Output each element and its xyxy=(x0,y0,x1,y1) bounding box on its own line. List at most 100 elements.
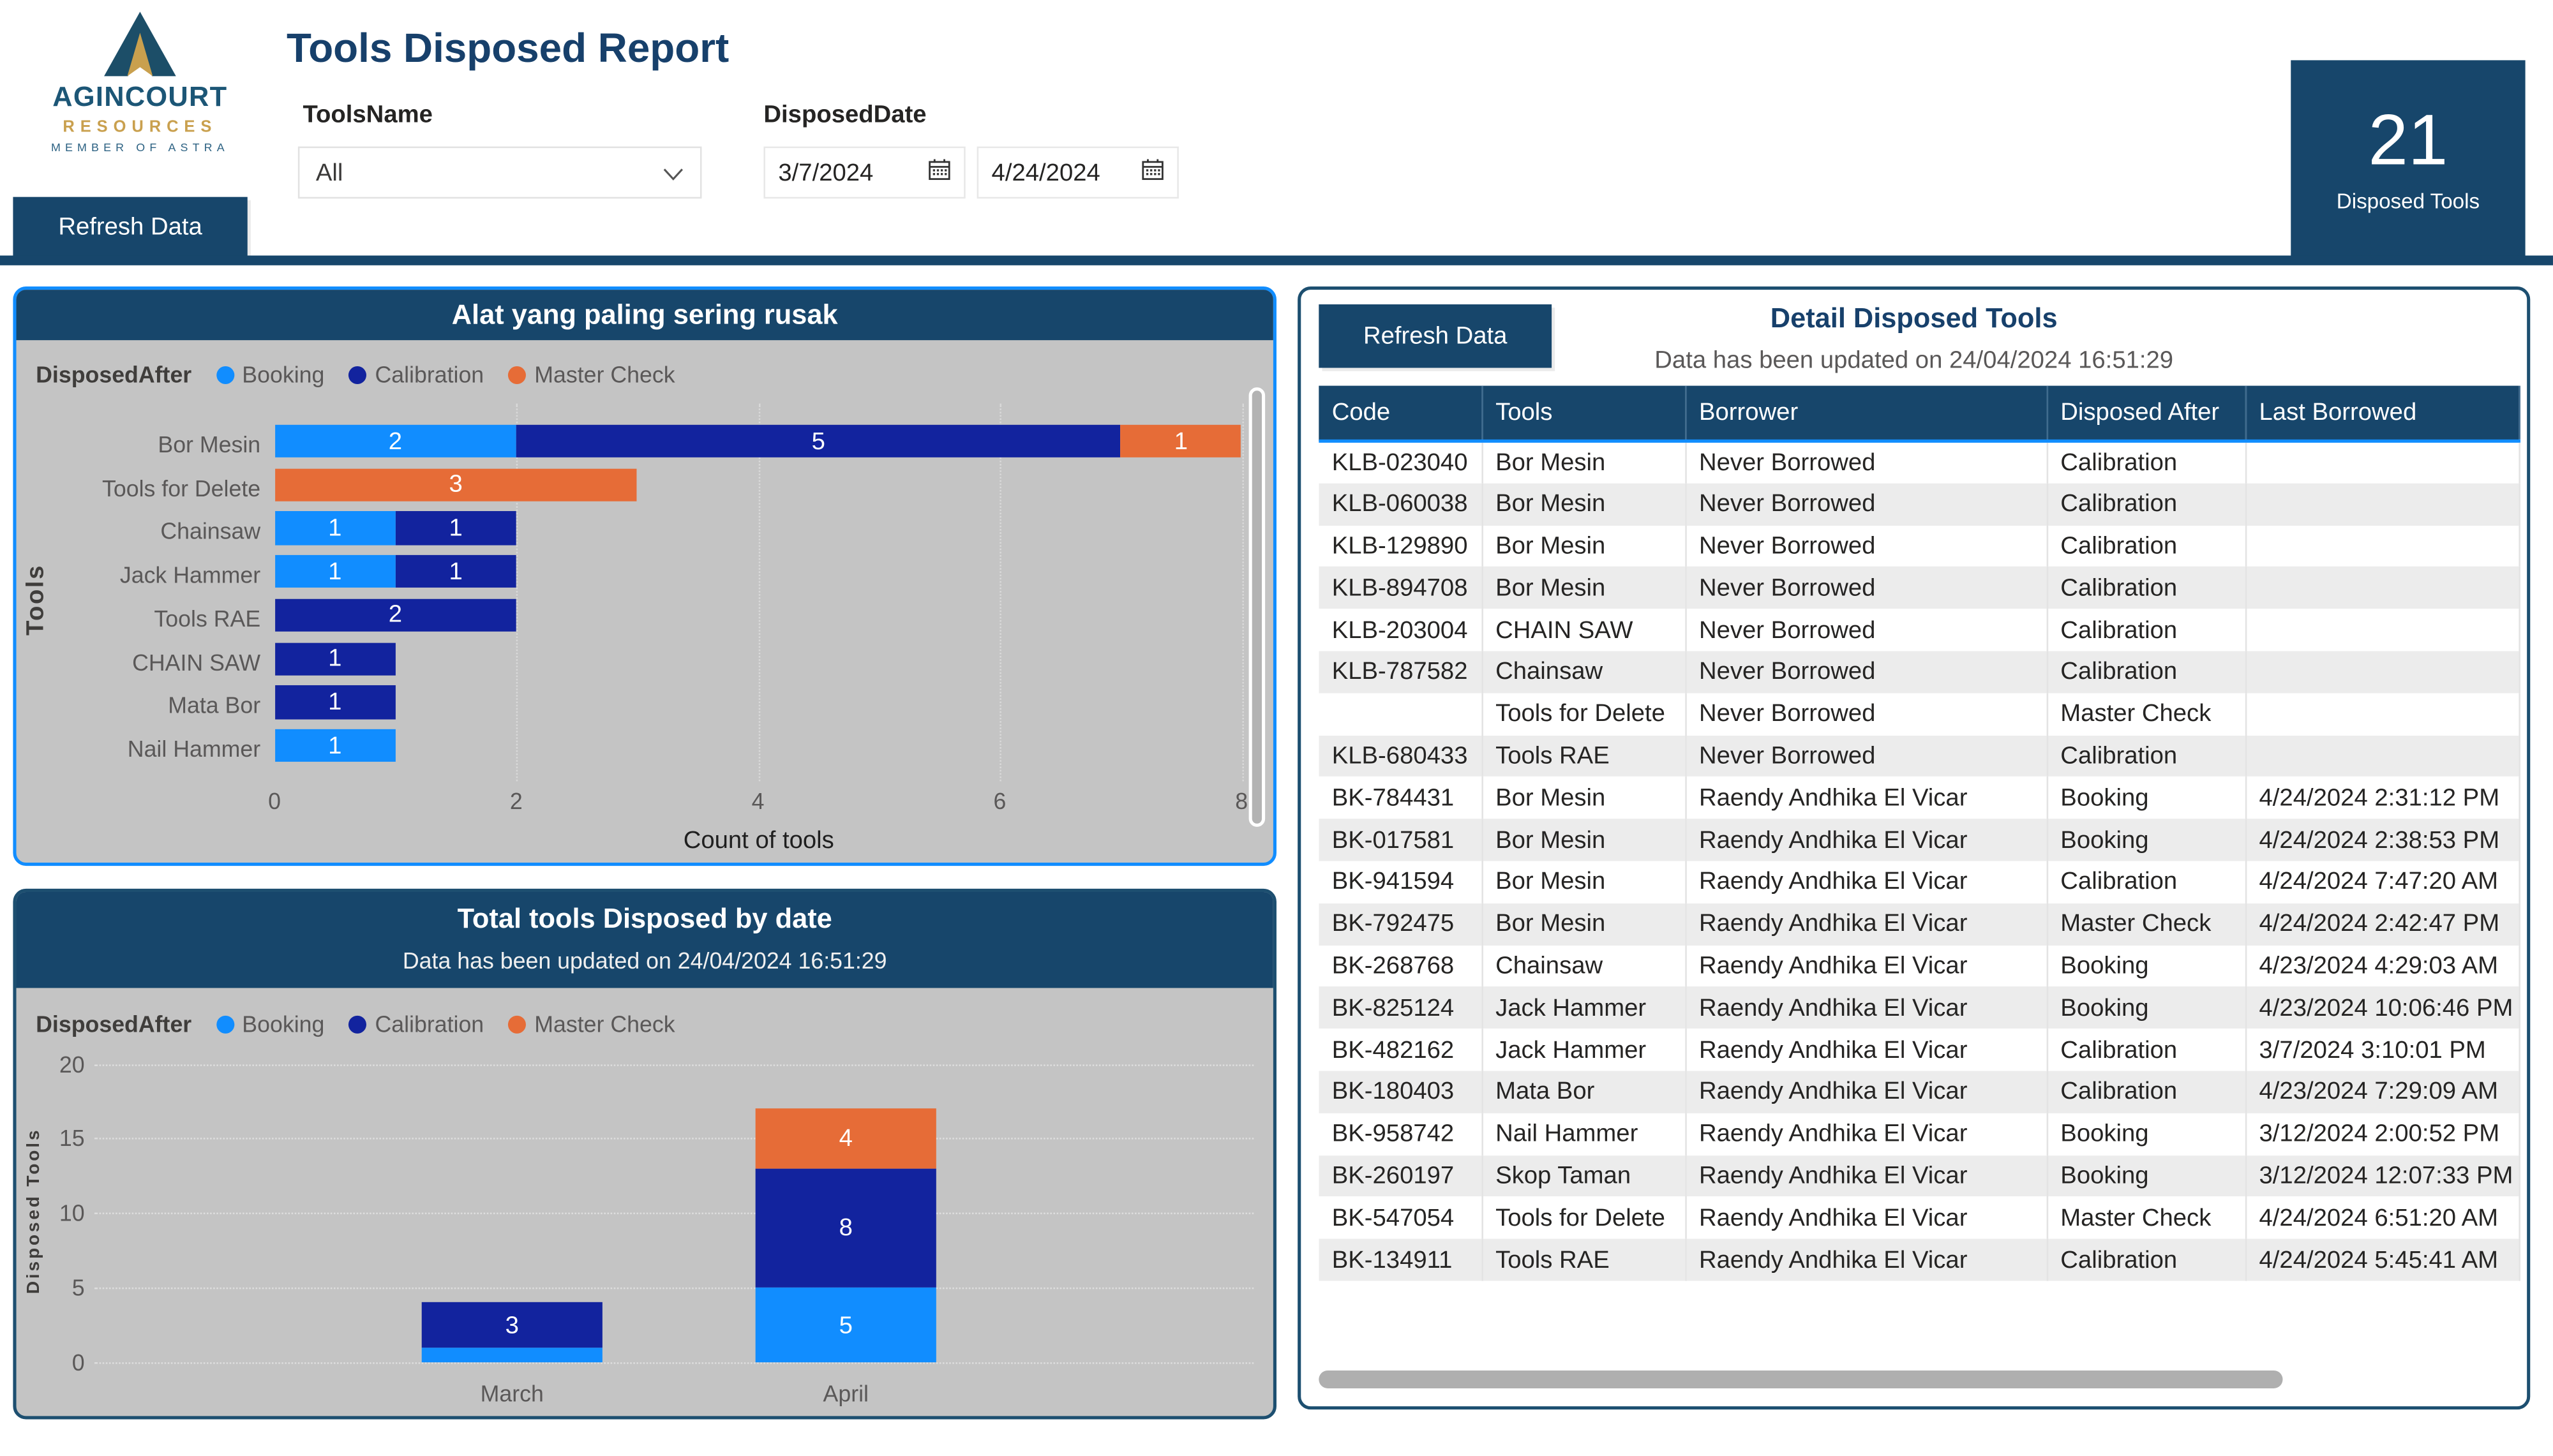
calendar-icon[interactable] xyxy=(928,158,951,187)
table-row[interactable]: Tools for Delete Never Borrowed Master Che… xyxy=(1319,693,2520,735)
table-cell: BK-547054 xyxy=(1319,1196,1483,1239)
table-row[interactable]: BK-180403 Mata Bor Raendy Andhika El Vicar… xyxy=(1319,1071,2520,1113)
table-cell: Tools RAE xyxy=(1481,1238,1686,1281)
table-row[interactable]: KLB-129890 Bor Mesin Never Borrowed Calibra… xyxy=(1319,524,2520,567)
chart1-x-tick: 2 xyxy=(509,787,523,814)
chart1-x-tick: 0 xyxy=(268,787,281,814)
table-cell: KLB-023040 xyxy=(1319,441,1483,484)
legend-dot xyxy=(508,365,527,383)
table-cell: KLB-060038 xyxy=(1319,483,1483,525)
table-cell: Raendy Andhika El Vicar xyxy=(1685,1113,2048,1155)
table-row[interactable]: KLB-203004 CHAIN SAW Never Borrowed Calibra… xyxy=(1319,609,2520,651)
table-cell: Calibration xyxy=(2046,1238,2247,1281)
table-row[interactable]: BK-958742 Nail Hammer Raendy Andhika El Vi… xyxy=(1319,1113,2520,1155)
legend-dot xyxy=(508,1014,527,1033)
column-segment-master-check[interactable]: 4 xyxy=(755,1108,936,1169)
table-cell: KLB-203004 xyxy=(1319,609,1483,651)
legend-item-booking[interactable]: Booking xyxy=(216,1011,324,1037)
table-cell: Jack Hammer xyxy=(1481,1029,1686,1071)
legend-item-label: Master Check xyxy=(534,361,675,388)
table-cell xyxy=(2245,483,2520,525)
legend-item-label: Booking xyxy=(242,361,325,388)
logo-sub-text: RESOURCES xyxy=(63,119,218,137)
table-row[interactable]: KLB-680433 Tools RAE Never Borrowed Calibra… xyxy=(1319,734,2520,777)
chart1-vertical-scrollbar[interactable] xyxy=(1248,387,1266,827)
table-row[interactable]: BK-017581 Bor Mesin Raendy Andhika El Vica… xyxy=(1319,819,2520,861)
legend-item-calibration[interactable]: Calibration xyxy=(348,1011,484,1037)
chart2-gridline xyxy=(94,1064,1254,1066)
table-cell: Raendy Andhika El Vicar xyxy=(1685,819,2048,861)
legend-item-master-check[interactable]: Master Check xyxy=(508,361,675,387)
refresh-data-button[interactable]: Refresh Data xyxy=(13,197,248,258)
disposeddate-filter-label: DisposedDate xyxy=(763,101,927,129)
bar-segment-calibration[interactable]: 2 xyxy=(274,598,516,632)
table-row[interactable]: KLB-894708 Bor Mesin Never Borrowed Calibra… xyxy=(1319,567,2520,609)
table-cell: Never Borrowed xyxy=(1685,609,2048,651)
table-cell: Bor Mesin xyxy=(1481,776,1686,819)
table-cell: 4/24/2024 2:38:53 PM xyxy=(2245,819,2520,861)
bar-segment-calibration[interactable]: 1 xyxy=(274,685,396,719)
table-row[interactable]: BK-825124 Jack Hammer Raendy Andhika El Vi… xyxy=(1319,986,2520,1029)
table-row[interactable]: BK-792475 Bor Mesin Raendy Andhika El Vica… xyxy=(1319,903,2520,946)
date-to-input[interactable]: 4/24/2024 xyxy=(977,146,1179,199)
table-cell: Raendy Andhika El Vicar xyxy=(1685,861,2048,903)
bar-segment-booking[interactable]: 2 xyxy=(274,424,516,458)
column-segment-booking[interactable] xyxy=(421,1347,603,1363)
table-refresh-data-button[interactable]: Refresh Data xyxy=(1319,304,1552,368)
bar-segment-booking[interactable]: 1 xyxy=(274,555,396,589)
table-cell: Raendy Andhika El Vicar xyxy=(1685,1196,2048,1239)
table-cell: Bor Mesin xyxy=(1481,483,1686,525)
table-cell: 4/23/2024 7:29:09 AM xyxy=(2245,1071,2520,1113)
table-horizontal-scrollbar[interactable] xyxy=(1319,1370,2283,1389)
chart1-gridline xyxy=(999,403,1001,782)
table-cell: KLB-129890 xyxy=(1319,524,1483,567)
table-row[interactable]: BK-482162 Jack Hammer Raendy Andhika El Vi… xyxy=(1319,1029,2520,1071)
bar-segment-calibration[interactable]: 5 xyxy=(516,424,1121,458)
table-cell: 3/7/2024 3:10:01 PM xyxy=(2245,1029,2520,1071)
table-cell: Bor Mesin xyxy=(1481,567,1686,609)
date-from-input[interactable]: 3/7/2024 xyxy=(763,146,966,199)
column-segment-calibration[interactable]: 3 xyxy=(421,1302,603,1348)
table-cell: BK-017581 xyxy=(1319,819,1483,861)
bar-segment-calibration[interactable]: 1 xyxy=(395,555,516,589)
table-row[interactable]: KLB-023040 Bor Mesin Never Borrowed Calibra… xyxy=(1319,441,2520,484)
table-row[interactable]: KLB-787582 Chainsaw Never Borrowed Calibrat… xyxy=(1319,651,2520,694)
table-row[interactable]: BK-268768 Chainsaw Raendy Andhika El Vicar… xyxy=(1319,945,2520,987)
bar-segment-master-check[interactable]: 3 xyxy=(274,468,638,501)
table-cell: Master Check xyxy=(2046,1196,2247,1239)
toolsname-dropdown[interactable]: All xyxy=(297,146,702,199)
table-cell: Calibration xyxy=(2046,567,2247,609)
table-row[interactable]: KLB-060038 Bor Mesin Never Borrowed Calibra… xyxy=(1319,483,2520,525)
table-row[interactable]: BK-260197 Skop Taman Raendy Andhika El Vic… xyxy=(1319,1155,2520,1197)
legend-item-master-check[interactable]: Master Check xyxy=(508,1011,675,1037)
legend-dot xyxy=(216,365,234,383)
bar-segment-calibration[interactable]: 1 xyxy=(395,512,516,546)
table-cell: Raendy Andhika El Vicar xyxy=(1685,1071,2048,1113)
legend-item-label: Booking xyxy=(242,1011,325,1037)
bar-segment-booking[interactable]: 1 xyxy=(274,729,396,762)
legend-item-booking[interactable]: Booking xyxy=(216,361,324,387)
bar-segment-calibration[interactable]: 1 xyxy=(274,642,396,676)
table-row[interactable]: BK-547054 Tools for Delete Raendy Andhika … xyxy=(1319,1196,2520,1239)
calendar-icon[interactable] xyxy=(1141,158,1164,187)
column-segment-booking[interactable]: 5 xyxy=(755,1288,936,1363)
chart1-gridline xyxy=(1241,403,1243,782)
table-cell: Mata Bor xyxy=(1481,1071,1686,1113)
bar-segment-master-check[interactable]: 1 xyxy=(1120,424,1242,458)
chart2-category-label: April xyxy=(823,1380,869,1407)
bar-category-label: Nail Hammer xyxy=(127,735,261,762)
column-segment-calibration[interactable]: 8 xyxy=(755,1168,936,1288)
legend-item-calibration[interactable]: Calibration xyxy=(348,361,484,387)
table-row[interactable]: BK-941594 Bor Mesin Raendy Andhika El Vica… xyxy=(1319,861,2520,903)
chart2-y-tick: 10 xyxy=(59,1200,85,1226)
table-row[interactable]: BK-134911 Tools RAE Raendy Andhika El Vica… xyxy=(1319,1238,2520,1281)
bar-segment-booking[interactable]: 1 xyxy=(274,512,396,546)
table-cell: Booking xyxy=(2046,1113,2247,1155)
table-cell: BK-268768 xyxy=(1319,945,1483,987)
chart2-gridline xyxy=(94,1213,1254,1215)
table-cell xyxy=(1319,693,1483,735)
table-row[interactable]: BK-784431 Bor Mesin Raendy Andhika El Vica… xyxy=(1319,776,2520,819)
table-cell xyxy=(2245,651,2520,694)
